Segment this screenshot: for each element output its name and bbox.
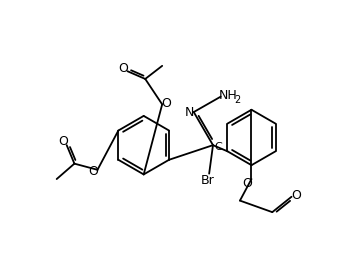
Text: Br: Br — [201, 174, 215, 187]
Text: O: O — [242, 177, 252, 190]
Text: O: O — [89, 165, 98, 178]
Text: C: C — [215, 142, 222, 152]
Text: O: O — [119, 62, 129, 75]
Text: O: O — [291, 189, 301, 202]
Text: O: O — [161, 97, 171, 110]
Text: 2: 2 — [234, 95, 241, 105]
Text: N: N — [184, 106, 194, 119]
Text: NH: NH — [219, 89, 238, 102]
Text: O: O — [58, 135, 68, 148]
